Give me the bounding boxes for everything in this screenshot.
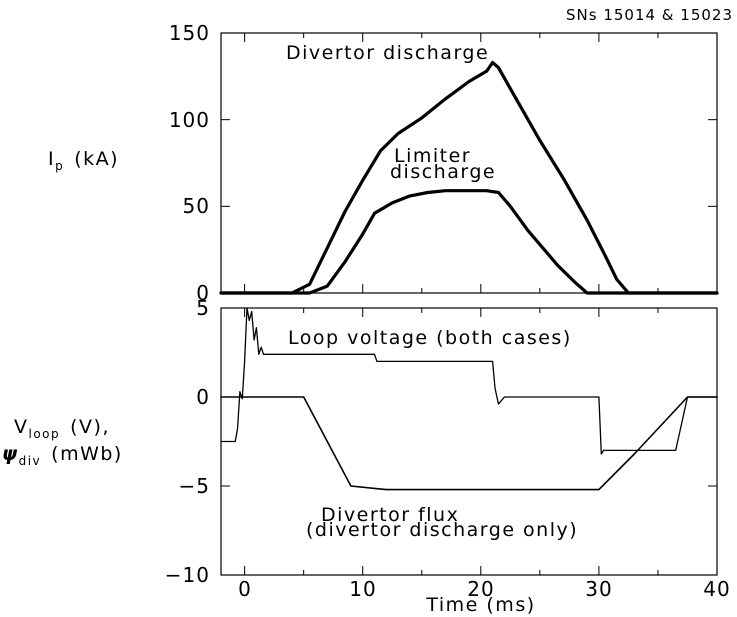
bottom-ytick-label: 5 <box>196 296 210 320</box>
bottom-annotation-loop-voltage: Loop voltage (both cases) <box>288 327 572 349</box>
bottom-y-axis-label-line2: ψdiv (mWb) <box>2 443 123 468</box>
psi-sub: div <box>19 454 42 468</box>
top-annotation-discharge: discharge <box>390 161 496 183</box>
x-axis-label: Time (ms) <box>425 594 535 616</box>
top-series-layer <box>219 60 719 295</box>
bottom-annotation-divertor-flux: Divertor flux <box>321 504 459 526</box>
bottom-xtick-label: 40 <box>703 577 730 601</box>
bottom-xtick-label: 20 <box>467 577 494 601</box>
bottom-series-line-2 <box>220 396 718 491</box>
bottom-series-line-1 <box>220 307 718 455</box>
top-y-axis-label: Ip (kA) <box>48 148 119 173</box>
vloop-main: V <box>14 416 29 438</box>
top-series-line-1 <box>219 60 719 295</box>
top-annotation-limiter: Limiter <box>394 145 471 167</box>
bottom-panel: −10 −5 0 5 0 10 20 30 40 Time (ms) Vloop… <box>2 296 730 616</box>
psi-main: ψ <box>2 443 19 465</box>
top-plot-frame <box>220 32 718 294</box>
bottom-xtick-label: 10 <box>349 577 376 601</box>
bottom-y-axis-label-line1: Vloop (V), <box>14 416 110 441</box>
top-y-axis-label-unit: (kA) <box>74 148 119 170</box>
top-y-axis-label-main: I <box>48 148 55 170</box>
bottom-ytick-label: −10 <box>165 563 210 587</box>
bottom-ytick-label: 0 <box>196 385 210 409</box>
bottom-xtick-label: 30 <box>585 577 612 601</box>
bottom-series-layer <box>220 307 718 491</box>
top-panel: 0 50 100 150 Ip (kA) Divertor discharge L… <box>48 21 719 305</box>
shot-numbers-label: SNs 15014 & 15023 <box>566 6 733 24</box>
psi-unit: (mWb) <box>51 443 123 465</box>
top-y-axis-label-sub: p <box>55 159 64 173</box>
top-ytick-label: 150 <box>169 21 210 45</box>
bottom-annotation-divertor-only: (divertor discharge only) <box>306 519 578 541</box>
top-ytick-label: 100 <box>169 108 210 132</box>
top-ytick-label: 50 <box>183 194 210 218</box>
bottom-ytick-label: −5 <box>179 474 210 498</box>
top-series-line-2 <box>219 189 719 295</box>
bottom-xtick-label: 0 <box>238 577 252 601</box>
vloop-unit: (V), <box>70 416 110 438</box>
vloop-sub: loop <box>29 427 61 441</box>
top-annotation-divertor: Divertor discharge <box>286 42 489 64</box>
top-ytick-label: 0 <box>196 281 210 305</box>
